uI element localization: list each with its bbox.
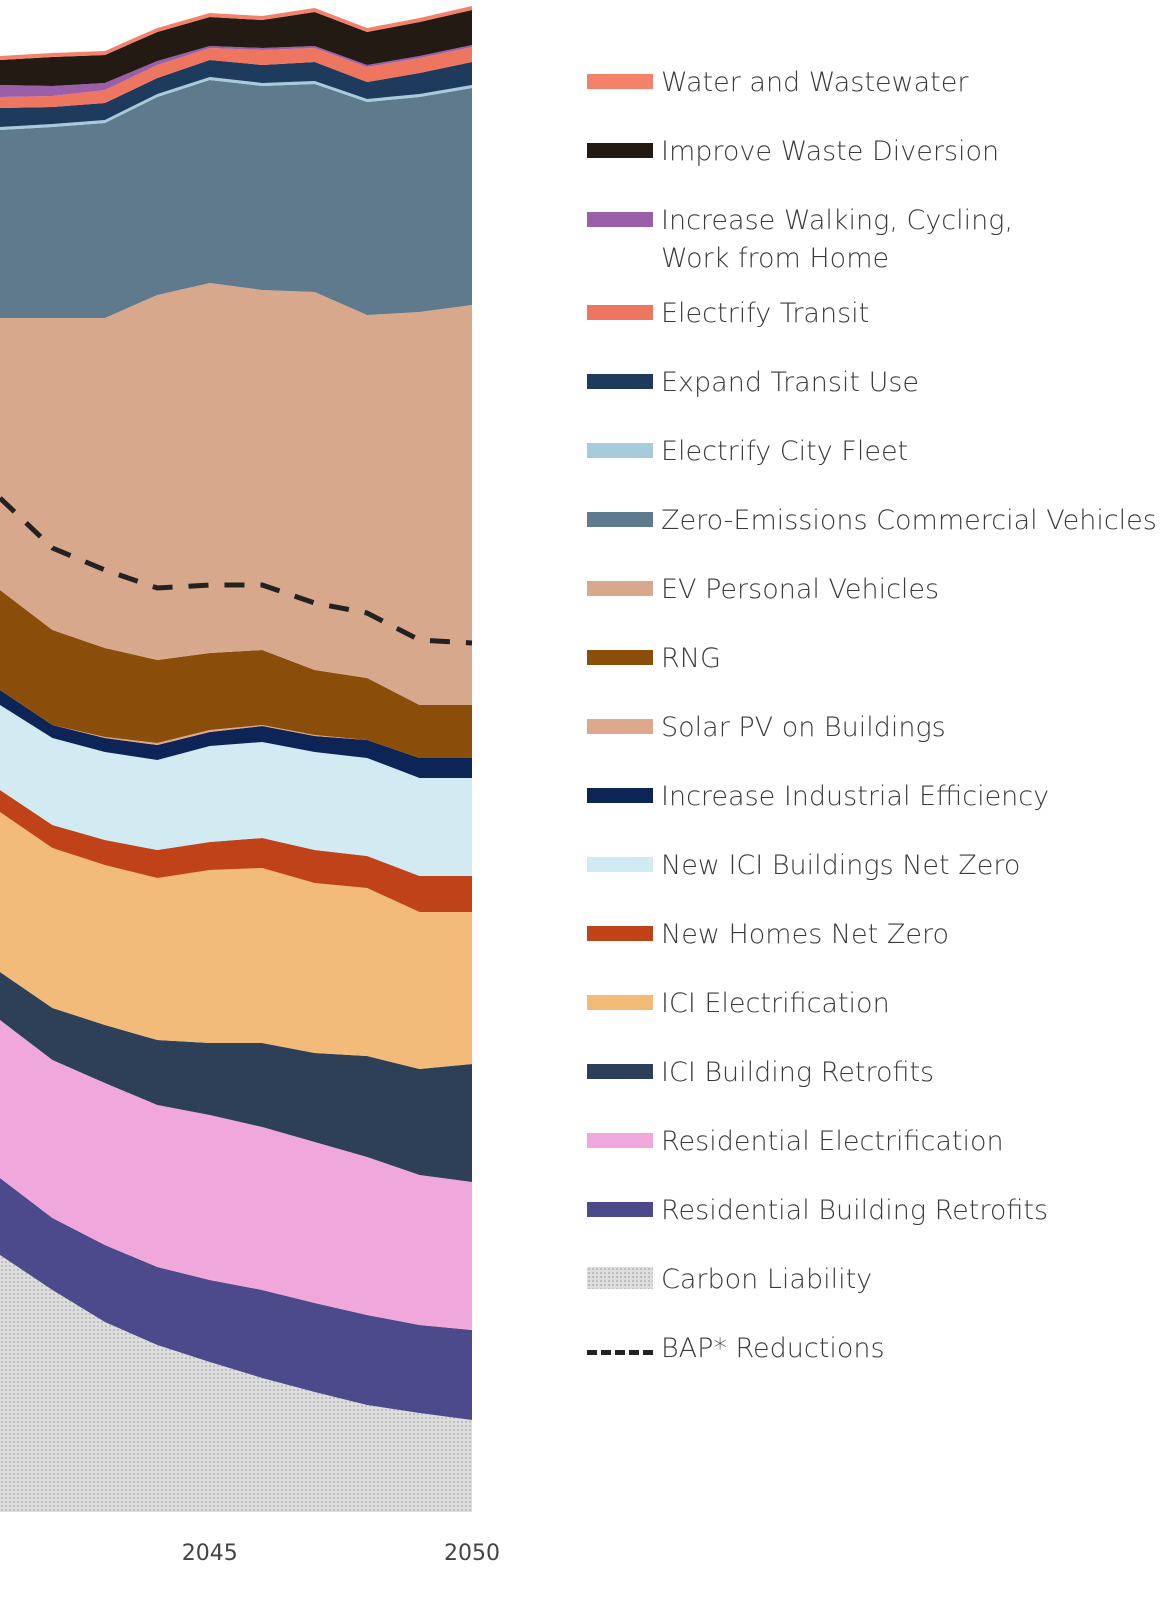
legend-label: ICI Building Retrofits — [661, 1057, 935, 1088]
legend-item: Residential Electrification — [587, 1123, 1004, 1161]
legend-swatch — [587, 995, 653, 1010]
area — [0, 10, 472, 86]
legend-swatch — [587, 1202, 653, 1217]
legend-item: Water and Wastewater — [587, 64, 968, 102]
legend-label: ICI Electrification — [661, 988, 890, 1019]
legend-swatch — [587, 581, 653, 596]
area — [0, 283, 472, 705]
legend-swatch — [587, 512, 653, 527]
legend-swatch — [587, 1350, 653, 1355]
legend-item: Expand Transit Use — [587, 364, 919, 402]
legend-swatch — [587, 650, 653, 665]
area — [0, 45, 472, 97]
area — [0, 80, 472, 318]
legend-item: Electrify City Fleet — [587, 433, 908, 471]
legend-item: ICI Electrification — [587, 985, 890, 1023]
legend-label: Improve Waste Diversion — [661, 136, 1000, 167]
legend-label: Electrify Transit — [661, 298, 870, 329]
legend-item: RNG — [587, 640, 721, 678]
area — [0, 812, 472, 1069]
legend-swatch — [587, 1064, 653, 1079]
legend-item: Electrify Transit — [587, 295, 869, 333]
legend-label: Water and Wastewater — [661, 67, 969, 98]
legend-label: BAP* Reductions — [661, 1333, 885, 1364]
area — [0, 1255, 472, 1512]
area — [0, 972, 472, 1182]
legend-swatch — [587, 857, 653, 872]
legend-label: Zero-Emissions Commercial Vehicles — [661, 505, 1157, 536]
legend-swatch — [587, 74, 653, 89]
legend-label: Increase Walking, Cycling, Work from Hom… — [661, 205, 1014, 274]
legend-swatch — [587, 1133, 653, 1148]
legend-label: Residential Building Retrofits — [661, 1195, 1049, 1226]
legend-item: Improve Waste Diversion — [587, 133, 999, 171]
line — [0, 496, 473, 646]
legend-swatch — [587, 143, 653, 158]
legend-swatch — [587, 374, 653, 389]
legend-swatch — [587, 443, 653, 458]
area — [0, 60, 472, 127]
legend-label: Carbon Liability — [661, 1264, 873, 1295]
legend-label: EV Personal Vehicles — [661, 574, 940, 605]
x-tick-label: 2050 — [444, 1541, 500, 1566]
area — [0, 1178, 472, 1420]
legend-label: New Homes Net Zero — [661, 919, 949, 950]
legend-swatch — [587, 719, 653, 734]
x-tick-label: 2045 — [182, 1541, 238, 1566]
legend-item: Zero-Emissions Commercial Vehicles — [587, 502, 1157, 540]
area — [0, 77, 472, 130]
legend-item: Solar PV on Buildings — [587, 709, 946, 747]
legend-label: Expand Transit Use — [661, 367, 920, 398]
legend-label: RNG — [661, 643, 721, 674]
area — [0, 6, 472, 60]
legend-label: Solar PV on Buildings — [661, 712, 946, 743]
area — [0, 690, 472, 778]
legend-swatch — [587, 305, 653, 320]
legend-label: Electrify City Fleet — [661, 436, 909, 467]
legend-item: Carbon Liability — [587, 1261, 872, 1299]
legend-item: Increase Industrial Efficiency — [587, 778, 1049, 816]
legend-item: EV Personal Vehicles — [587, 571, 939, 609]
area — [0, 1020, 472, 1330]
legend-item: New Homes Net Zero — [587, 916, 949, 954]
legend-label: Residential Electrification — [661, 1126, 1004, 1157]
legend-swatch — [587, 926, 653, 941]
legend-swatch — [587, 1267, 653, 1289]
legend-item: BAP* Reductions — [587, 1330, 885, 1368]
legend-item: New ICI Buildings Net Zero — [587, 847, 1020, 885]
legend-item: ICI Building Retrofits — [587, 1054, 934, 1092]
legend-label: New ICI Buildings Net Zero — [661, 850, 1021, 881]
legend-swatch — [587, 788, 653, 803]
legend-swatch — [587, 212, 653, 227]
area — [0, 590, 472, 758]
legend-item: Residential Building Retrofits — [587, 1192, 1048, 1230]
area — [0, 705, 472, 876]
legend-item: Increase Walking, Cycling, Work from Hom… — [587, 202, 1021, 278]
legend-label: Increase Industrial Efficiency — [661, 781, 1050, 812]
area — [0, 790, 472, 912]
